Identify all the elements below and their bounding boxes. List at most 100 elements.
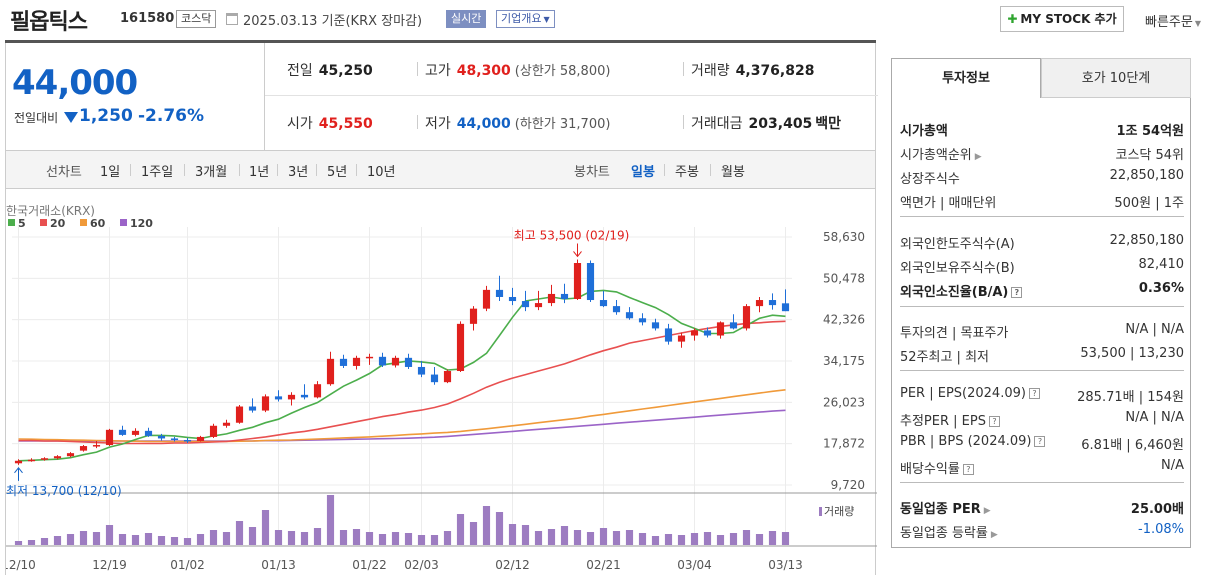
candle-body xyxy=(339,358,348,366)
info-label: PER | EPS(2024.09)? xyxy=(900,386,1040,401)
candle-body xyxy=(586,263,595,301)
info-panel: 투자정보 호가 10단계 시가총액 1조 54억원 시가총액순위 ▶ 코스닥 54위 상장… xyxy=(891,58,1191,548)
volume-bar xyxy=(573,530,582,545)
candle-body xyxy=(378,356,387,366)
candle-body xyxy=(274,396,283,400)
candle-body xyxy=(183,439,192,442)
tab-orderbook[interactable]: 호가 10단계 xyxy=(1041,58,1191,98)
stock-header: 필옵틱스 161580 코스닥 2025.03.13 기준(KRX 장마감) 실… xyxy=(0,0,1210,40)
candle-body xyxy=(365,356,374,359)
help-icon[interactable]: ? xyxy=(988,416,1000,427)
stock-name: 필옵틱스 xyxy=(10,10,88,35)
candle-body xyxy=(79,446,88,451)
range-1w[interactable]: 1주일 xyxy=(141,165,174,180)
company-overview-dropdown[interactable]: 기업개요 ▼ xyxy=(496,10,555,28)
candle-body xyxy=(131,430,140,435)
realtime-button[interactable]: 실시간 xyxy=(446,10,487,28)
info-label: 상장주식수 xyxy=(900,172,960,187)
range-1d[interactable]: 1일 xyxy=(100,165,121,180)
x-tick-label: 01/22 xyxy=(352,558,387,572)
help-icon[interactable]: ? xyxy=(1034,436,1046,447)
candle-monthly[interactable]: 월봉 xyxy=(721,165,745,180)
volume-bar xyxy=(300,532,309,545)
info-label: 투자의견 | 목표주가 xyxy=(900,326,1009,341)
chevron-right-icon: ▶ xyxy=(990,530,998,540)
add-mystock-button[interactable]: ✚ MY STOCK 추가 xyxy=(1000,6,1124,32)
info-label: 추정PER | EPS? xyxy=(900,410,1000,429)
candle-chart-label: 봉차트 xyxy=(574,165,610,180)
info-row[interactable]: 동일업종 등락률 ▶ -1.08% xyxy=(900,518,1184,542)
volume-bar xyxy=(209,530,218,545)
volume-bar xyxy=(326,495,335,545)
volume-bar xyxy=(586,532,595,545)
candle-body xyxy=(144,430,153,436)
x-tick-label: 03/13 xyxy=(768,558,803,572)
candle-body xyxy=(664,328,673,342)
volume-bar xyxy=(729,533,738,545)
candle-body xyxy=(521,301,530,308)
candle-body xyxy=(573,263,582,300)
candle-weekly[interactable]: 주봉 xyxy=(675,165,699,180)
quote-row-2: 시가 45,550 저가 44,000 (하한가 31,700) 거래대금 203,40… xyxy=(265,96,878,149)
y-tick-label: 9,720 xyxy=(831,478,865,492)
y-tick-label: 50,478 xyxy=(823,271,865,285)
volume-bar xyxy=(534,531,543,545)
volume-bar xyxy=(157,536,166,545)
max-price-annotation: 최고 53,500 (02/19) xyxy=(514,228,630,242)
volume-bar xyxy=(456,514,465,545)
section-divider xyxy=(900,370,1184,371)
range-1y[interactable]: 1년 xyxy=(249,165,270,180)
info-row[interactable]: 시가총액순위 ▶ 코스닥 54위 xyxy=(900,140,1184,164)
volume-bar xyxy=(183,538,192,545)
volume-bar xyxy=(105,525,114,545)
open-price: 시가 45,550 xyxy=(287,116,373,132)
help-icon[interactable]: ? xyxy=(1011,287,1023,298)
divider xyxy=(664,164,665,176)
range-3y[interactable]: 3년 xyxy=(288,165,309,180)
volume-bar xyxy=(664,534,673,545)
range-3m[interactable]: 3개월 xyxy=(195,165,228,180)
help-icon[interactable]: ? xyxy=(1028,388,1040,399)
candle-body xyxy=(508,296,517,302)
volume-bar xyxy=(79,531,88,545)
volume-bar xyxy=(703,532,712,545)
info-value: 코스닥 54위 xyxy=(1115,148,1184,163)
info-row: 투자의견 | 목표주가 N/A | N/A xyxy=(900,318,1184,342)
chart-svg: 한국거래소(KRX)5 20 60 120 58,630 50,478 42,326 34,1… xyxy=(6,204,877,572)
candle-body xyxy=(729,322,738,329)
info-label: 52주최고 | 최저 xyxy=(900,350,989,365)
tab-invest-info[interactable]: 투자정보 xyxy=(891,58,1041,98)
candle-body xyxy=(391,357,400,366)
legend-swatch-5 xyxy=(8,219,15,226)
price-chart[interactable]: 한국거래소(KRX) 5 20 60 120 58,630 50,478 42,326 34,1… xyxy=(5,189,877,575)
volume-bar xyxy=(612,531,621,545)
info-row: PER | EPS(2024.09)? 285.71배 | 154원 xyxy=(900,382,1184,406)
info-row[interactable]: 동일업종 PER ▶ 25.00배 xyxy=(900,494,1184,518)
range-5y[interactable]: 5년 xyxy=(327,165,348,180)
x-tick-label: 02/12 xyxy=(495,558,530,572)
info-label: 액면가 | 매매단위 xyxy=(900,196,997,211)
quote-grid: 전일 45,250 고가 48,300 (상한가 58,800) 거래량 4,376,8… xyxy=(264,43,878,150)
volume-bar xyxy=(339,530,348,545)
info-value: 22,850,180 xyxy=(1109,233,1184,248)
info-row: 52주최고 | 최저 53,500 | 13,230 xyxy=(900,342,1184,366)
info-label: 시가총액순위 ▶ xyxy=(900,148,982,163)
quick-order-dropdown[interactable]: 빠른주문 ▼ xyxy=(1145,11,1201,30)
min-price-annotation: 최저 13,700 (12/10) xyxy=(6,484,122,498)
volume-bar xyxy=(118,534,127,545)
candle-daily[interactable]: 일봉 xyxy=(631,165,655,180)
range-10y[interactable]: 10년 xyxy=(367,165,396,180)
volume-bar xyxy=(508,524,517,545)
help-icon[interactable]: ? xyxy=(962,464,974,475)
info-row: 외국인보유주식수(B) 82,410 xyxy=(900,253,1184,277)
info-value: 0.36% xyxy=(1138,281,1184,296)
candle-body xyxy=(404,357,413,367)
x-tick-label: 12/10 xyxy=(6,558,36,572)
legend-label-120: 120 xyxy=(130,217,153,230)
volume-bar xyxy=(196,534,205,545)
divider xyxy=(239,164,240,176)
divider xyxy=(316,164,317,176)
candle-body xyxy=(92,445,101,447)
candle-body xyxy=(66,453,75,457)
y-tick-label: 26,023 xyxy=(823,395,865,409)
